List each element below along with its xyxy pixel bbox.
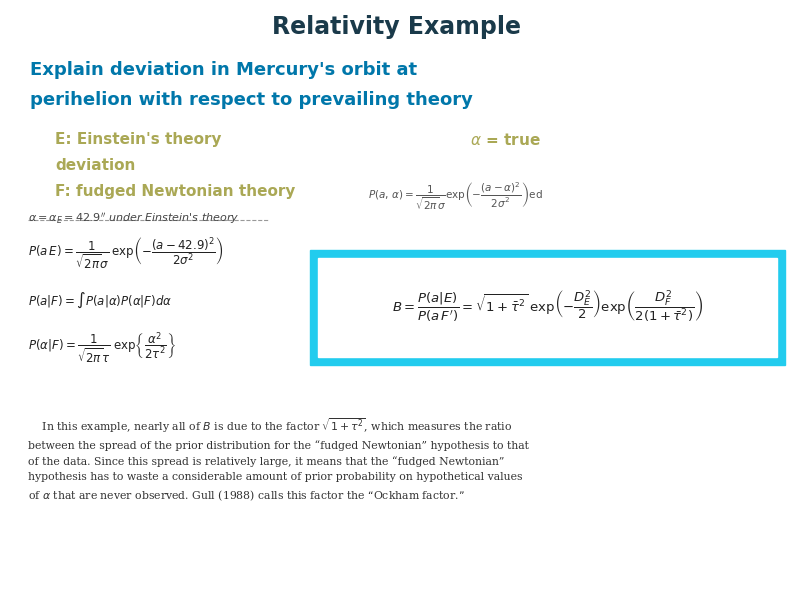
Text: $P(a|F) = \int P(a|\alpha)P(\alpha|F)d\alpha$: $P(a|F) = \int P(a|\alpha)P(\alpha|F)d\a…: [28, 291, 172, 310]
Text: $P(\alpha|F) = \dfrac{1}{\sqrt{2\pi}\tau}\;\exp\!\left\{\dfrac{\alpha^2}{2\tau^2: $P(\alpha|F) = \dfrac{1}{\sqrt{2\pi}\tau…: [28, 330, 176, 365]
Text: $P(a\,E) = \dfrac{1}{\sqrt{2\pi}\sigma}\;\exp\!\left(-\dfrac{(a-42.9)^2}{2\sigma: $P(a\,E) = \dfrac{1}{\sqrt{2\pi}\sigma}\…: [28, 236, 223, 271]
Text: deviation: deviation: [55, 158, 135, 173]
Text: In this example, nearly all of $B$ is due to the factor $\sqrt{1+\tau^2}$, which: In this example, nearly all of $B$ is du…: [28, 416, 529, 502]
Text: $P(a,\,\alpha) = \dfrac{1}{\sqrt{2\pi}\sigma}\exp\!\left(-\dfrac{(a-\alpha)^2}{2: $P(a,\,\alpha) = \dfrac{1}{\sqrt{2\pi}\s…: [368, 180, 543, 212]
Text: $\alpha$ = true: $\alpha$ = true: [470, 132, 541, 147]
Text: perihelion with respect to prevailing theory: perihelion with respect to prevailing th…: [30, 91, 473, 108]
Text: Explain deviation in Mercury's orbit at: Explain deviation in Mercury's orbit at: [30, 61, 417, 79]
FancyBboxPatch shape: [318, 258, 777, 357]
Text: F: fudged Newtonian theory: F: fudged Newtonian theory: [55, 184, 295, 199]
Text: Relativity Example: Relativity Example: [272, 15, 520, 39]
FancyBboxPatch shape: [310, 250, 785, 365]
Text: $B = \dfrac{P(a|E)}{P(a\,F')} = \sqrt{1+\bar{\tau}^2}\;\exp\!\left(-\dfrac{D_E^2: $B = \dfrac{P(a|E)}{P(a\,F')} = \sqrt{1+…: [392, 289, 703, 326]
Text: E: Einstein's theory: E: Einstein's theory: [55, 132, 222, 147]
Text: $\alpha = \alpha_E = 42.9''$ under Einstein's theory: $\alpha = \alpha_E = 42.9''$ under Einst…: [28, 211, 239, 226]
